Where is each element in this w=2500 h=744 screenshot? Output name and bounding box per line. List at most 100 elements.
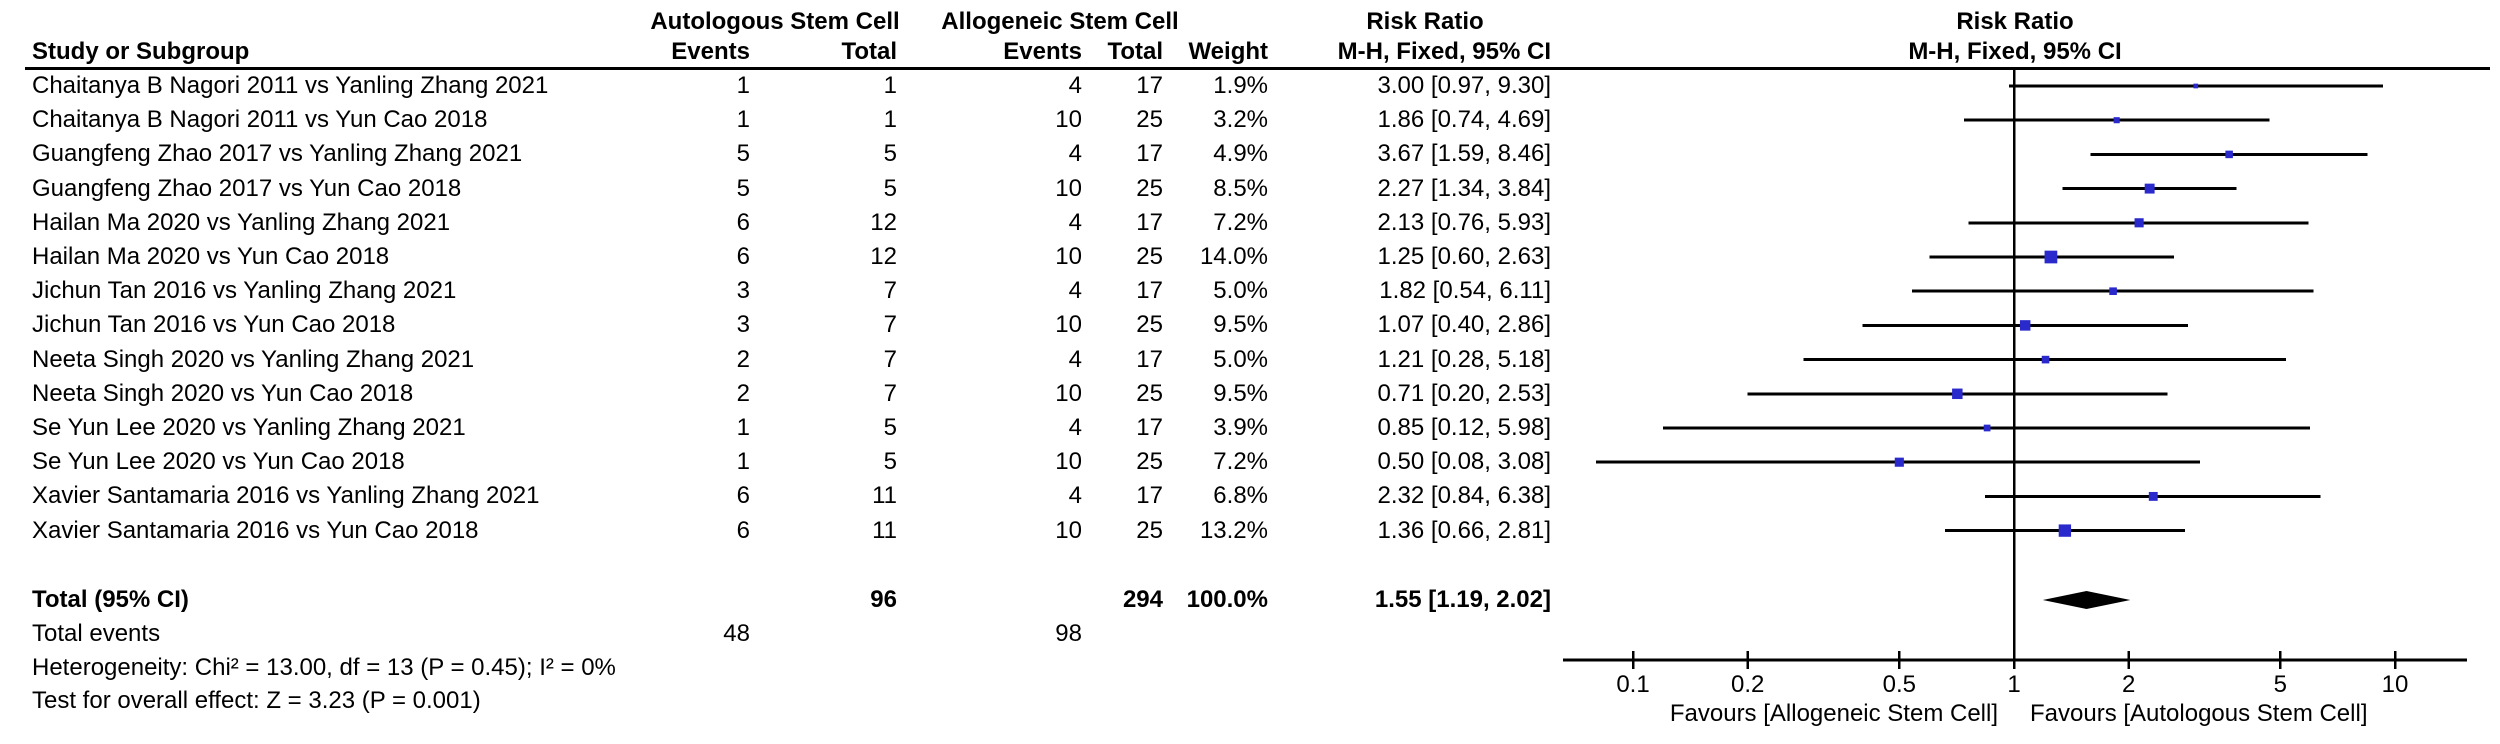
study-name: Se Yun Lee 2020 vs Yun Cao 2018 — [32, 448, 405, 476]
effect-square — [2113, 117, 2120, 124]
events-allo-cell: 10 — [1055, 448, 1082, 476]
study-name: Xavier Santamaria 2016 vs Yun Cao 2018 — [32, 516, 479, 544]
effect-square — [1952, 388, 1963, 400]
group-header-allogeneic: Allogeneic Stem Cell — [941, 8, 1179, 35]
weight-cell: 4.9% — [1213, 140, 1268, 168]
weight-cell: 6.8% — [1213, 482, 1268, 510]
col-header-total-auto: Total — [841, 38, 897, 65]
favours-left-label: Favours [Allogeneic Stem Cell] — [1670, 700, 1998, 727]
total-allo-cell: 25 — [1136, 243, 1163, 270]
total-auto-cell: 5 — [883, 140, 897, 168]
events-auto-cell: 1 — [736, 448, 750, 476]
rr-ci-cell: 1.07 [0.40, 2.86] — [1377, 311, 1551, 339]
effect-square — [2041, 355, 2050, 364]
events-allo-cell: 10 — [1055, 379, 1082, 407]
total-rr-ci: 1.55 [1.19, 2.02] — [1374, 586, 1551, 613]
axis-tick-label: 2 — [2122, 671, 2135, 698]
total-auto-cell: 7 — [883, 379, 897, 407]
total-auto-cell: 7 — [883, 345, 897, 373]
events-auto-cell: 6 — [736, 243, 750, 270]
weight-cell: 13.2% — [1199, 516, 1268, 544]
events-allo-cell: 10 — [1055, 174, 1082, 202]
rr-ci-cell: 1.21 [0.28, 5.18] — [1377, 345, 1551, 373]
risk-ratio-header-left: Risk Ratio — [1366, 8, 1484, 35]
effect-square — [2044, 250, 2058, 264]
events-allo-cell: 4 — [1068, 72, 1082, 99]
weight-cell: 8.5% — [1213, 174, 1268, 202]
weight-cell: 14.0% — [1199, 243, 1268, 270]
col-header-mh-ci: M-H, Fixed, 95% CI — [1337, 38, 1551, 65]
weight-cell: 9.5% — [1213, 311, 1268, 339]
weight-cell: 9.5% — [1213, 379, 1268, 407]
study-name: Hailan Ma 2020 vs Yanling Zhang 2021 — [32, 208, 451, 236]
total-allo-cell: 25 — [1136, 448, 1163, 476]
effect-square — [1894, 457, 1904, 467]
col-header-weight: Weight — [1188, 38, 1268, 65]
events-allo-cell: 10 — [1055, 243, 1082, 270]
effect-square — [2109, 287, 2117, 296]
risk-ratio-header-plot: Risk Ratio — [1956, 8, 2074, 35]
events-auto-cell: 5 — [736, 140, 750, 168]
events-allo-cell: 10 — [1055, 516, 1082, 544]
total-allo-cell: 17 — [1136, 345, 1163, 373]
total-auto-cell: 11 — [872, 482, 897, 510]
effect-square — [2225, 150, 2233, 159]
rr-ci-cell: 3.67 [1.59, 8.46] — [1377, 140, 1551, 168]
weight-cell: 3.2% — [1213, 106, 1268, 134]
rr-ci-cell: 1.82 [0.54, 6.11] — [1379, 277, 1551, 305]
favours-right-label: Favours [Autologous Stem Cell] — [2030, 700, 2368, 727]
events-auto-cell: 2 — [736, 379, 750, 407]
events-auto-cell: 5 — [736, 174, 750, 202]
study-name: Guangfeng Zhao 2017 vs Yun Cao 2018 — [32, 174, 462, 202]
total-label: Total (95% CI) — [32, 586, 189, 613]
events-auto-cell: 2 — [736, 345, 750, 373]
rr-ci-cell: 2.27 [1.34, 3.84] — [1377, 174, 1551, 202]
total-allo-cell: 25 — [1136, 311, 1163, 339]
rr-ci-cell: 0.71 [0.20, 2.53] — [1377, 379, 1551, 407]
rr-ci-cell: 0.50 [0.08, 3.08] — [1377, 448, 1551, 476]
col-header-study: Study or Subgroup — [32, 38, 250, 65]
weight-cell: 5.0% — [1213, 277, 1268, 305]
events-auto-cell: 1 — [736, 414, 750, 441]
total-auto-cell: 12 — [870, 243, 897, 270]
axis-tick-label: 0.5 — [1883, 671, 1916, 698]
study-name: Hailan Ma 2020 vs Yun Cao 2018 — [32, 243, 390, 270]
weight-cell: 5.0% — [1213, 345, 1268, 373]
overall-effect-text: Test for overall effect: Z = 3.23 (P = 0… — [32, 687, 481, 714]
axis-tick-label: 0.2 — [1731, 671, 1764, 698]
effect-square — [2019, 320, 2031, 331]
effect-square — [2144, 183, 2155, 194]
rr-ci-cell: 0.85 [0.12, 5.98] — [1377, 414, 1551, 441]
weight-cell: 7.2% — [1213, 448, 1268, 476]
study-name: Neeta Singh 2020 vs Yanling Zhang 2021 — [32, 345, 475, 373]
total-auto-cell: 7 — [883, 277, 897, 305]
events-auto-cell: 3 — [736, 311, 750, 339]
total-auto-cell: 5 — [883, 414, 897, 441]
total-allo-cell: 17 — [1136, 482, 1163, 510]
total-auto-cell: 11 — [872, 516, 897, 544]
events-allo-cell: 4 — [1068, 208, 1082, 236]
weight-cell: 7.2% — [1213, 208, 1268, 236]
col-header-total-allo: Total — [1107, 38, 1163, 65]
events-auto-cell: 3 — [736, 277, 750, 305]
total-diamond — [2042, 591, 2131, 609]
events-allo-cell: 4 — [1068, 345, 1082, 373]
total-auto-cell: 1 — [883, 106, 897, 134]
effect-square — [2193, 83, 2199, 89]
effect-square — [1983, 424, 1991, 432]
rr-ci-cell: 2.13 [0.76, 5.93] — [1377, 208, 1551, 236]
total-auto-cell: 12 — [870, 208, 897, 236]
total-allo-cell: 25 — [1136, 174, 1163, 202]
study-name: Jichun Tan 2016 vs Yun Cao 2018 — [32, 311, 396, 339]
total-auto-sum: 96 — [870, 586, 897, 613]
total-allo-cell: 17 — [1136, 277, 1163, 305]
heterogeneity-text: Heterogeneity: Chi² = 13.00, df = 13 (P … — [32, 654, 616, 681]
total-allo-cell: 17 — [1136, 208, 1163, 236]
effect-square — [2058, 524, 2072, 537]
study-name: Jichun Tan 2016 vs Yanling Zhang 2021 — [32, 277, 457, 305]
rr-ci-cell: 2.32 [0.84, 6.38] — [1377, 482, 1551, 510]
events-allo-cell: 4 — [1068, 414, 1082, 441]
events-auto-cell: 6 — [736, 482, 750, 510]
